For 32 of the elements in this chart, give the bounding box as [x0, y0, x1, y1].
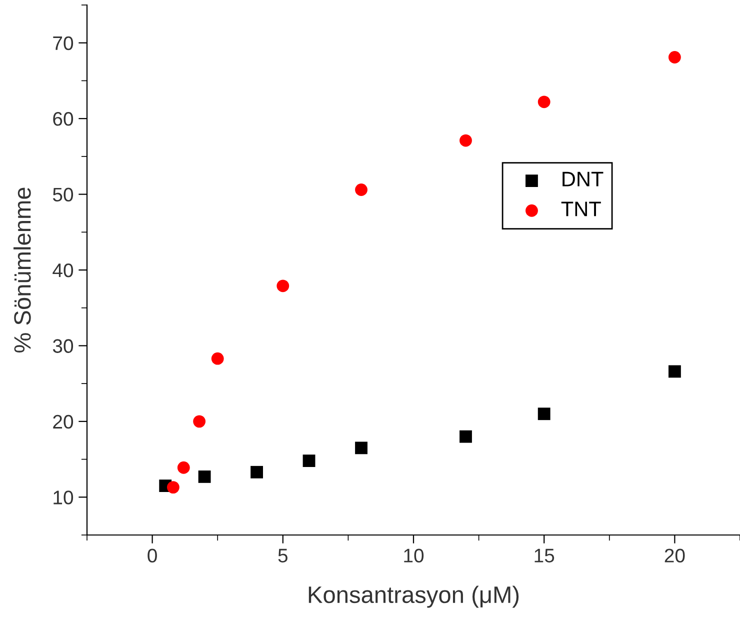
- y-tick-label: 40: [52, 263, 74, 278]
- x-tick-label: 20: [664, 548, 685, 562]
- point: [460, 430, 472, 443]
- x-axis-title: Konsantrasyon (μM): [308, 586, 519, 608]
- point: [177, 461, 190, 474]
- y-axis-title: % Sönümlenme: [14, 188, 31, 352]
- point: [355, 442, 368, 454]
- point: [276, 280, 290, 292]
- y-tick-label: 10: [54, 490, 74, 504]
- point: [460, 134, 472, 147]
- point: [302, 454, 316, 468]
- x-tick-label: 5: [278, 548, 288, 562]
- point: [668, 51, 681, 64]
- point: [193, 415, 206, 428]
- point: [538, 96, 550, 108]
- y-tick-label: 70: [53, 36, 74, 50]
- legend-label: TNT: [561, 202, 601, 216]
- point: [538, 408, 550, 420]
- point: [250, 466, 263, 478]
- legend-label: DNT: [562, 172, 604, 186]
- point: [668, 365, 681, 378]
- y-tick-label: 30: [52, 339, 74, 353]
- x-tick-label: 0: [148, 548, 157, 562]
- y-tick-label: 20: [53, 414, 74, 429]
- point: [198, 470, 211, 483]
- point: [355, 184, 368, 196]
- x-tick-label: 10: [404, 548, 424, 562]
- point: [166, 481, 180, 494]
- y-tick-label: 60: [53, 112, 74, 126]
- point: [211, 352, 224, 365]
- y-tick-label: 50: [52, 188, 74, 202]
- x-tick-label: 15: [534, 548, 554, 562]
